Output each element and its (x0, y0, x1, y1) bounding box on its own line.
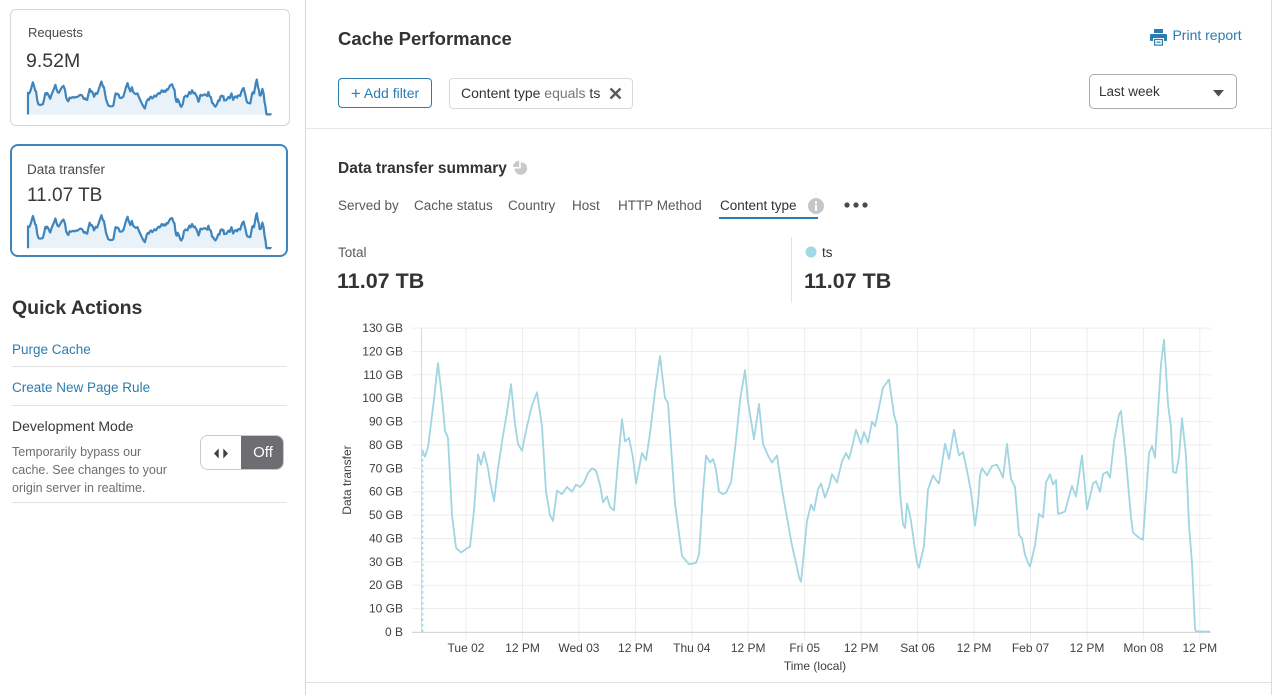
svg-text:0 B: 0 B (385, 625, 403, 639)
svg-text:12 PM: 12 PM (618, 641, 653, 655)
svg-text:Tue 02: Tue 02 (448, 641, 485, 655)
svg-text:10 GB: 10 GB (369, 602, 403, 616)
svg-text:80 GB: 80 GB (369, 438, 403, 452)
svg-text:12 PM: 12 PM (1182, 641, 1217, 655)
svg-text:Sat 06: Sat 06 (900, 641, 935, 655)
svg-text:Feb 07: Feb 07 (1012, 641, 1050, 655)
svg-text:60 GB: 60 GB (369, 485, 403, 499)
svg-text:90 GB: 90 GB (369, 415, 403, 429)
svg-text:12 PM: 12 PM (1070, 641, 1105, 655)
svg-text:Thu 04: Thu 04 (673, 641, 711, 655)
svg-text:40 GB: 40 GB (369, 532, 403, 546)
svg-text:50 GB: 50 GB (369, 508, 403, 522)
svg-text:12 PM: 12 PM (844, 641, 879, 655)
svg-text:120 GB: 120 GB (362, 344, 403, 358)
svg-text:130 GB: 130 GB (362, 321, 403, 335)
svg-text:Time (local): Time (local) (784, 659, 846, 673)
svg-text:Data transfer: Data transfer (340, 445, 354, 514)
svg-text:12 PM: 12 PM (731, 641, 766, 655)
svg-text:30 GB: 30 GB (369, 555, 403, 569)
svg-text:110 GB: 110 GB (363, 368, 403, 382)
svg-text:12 PM: 12 PM (505, 641, 540, 655)
svg-text:70 GB: 70 GB (369, 461, 403, 475)
svg-text:Mon 08: Mon 08 (1123, 641, 1163, 655)
svg-text:Wed 03: Wed 03 (558, 641, 599, 655)
svg-text:Fri 05: Fri 05 (789, 641, 820, 655)
svg-text:100 GB: 100 GB (362, 391, 403, 405)
svg-text:20 GB: 20 GB (369, 578, 403, 592)
svg-text:12 PM: 12 PM (957, 641, 992, 655)
